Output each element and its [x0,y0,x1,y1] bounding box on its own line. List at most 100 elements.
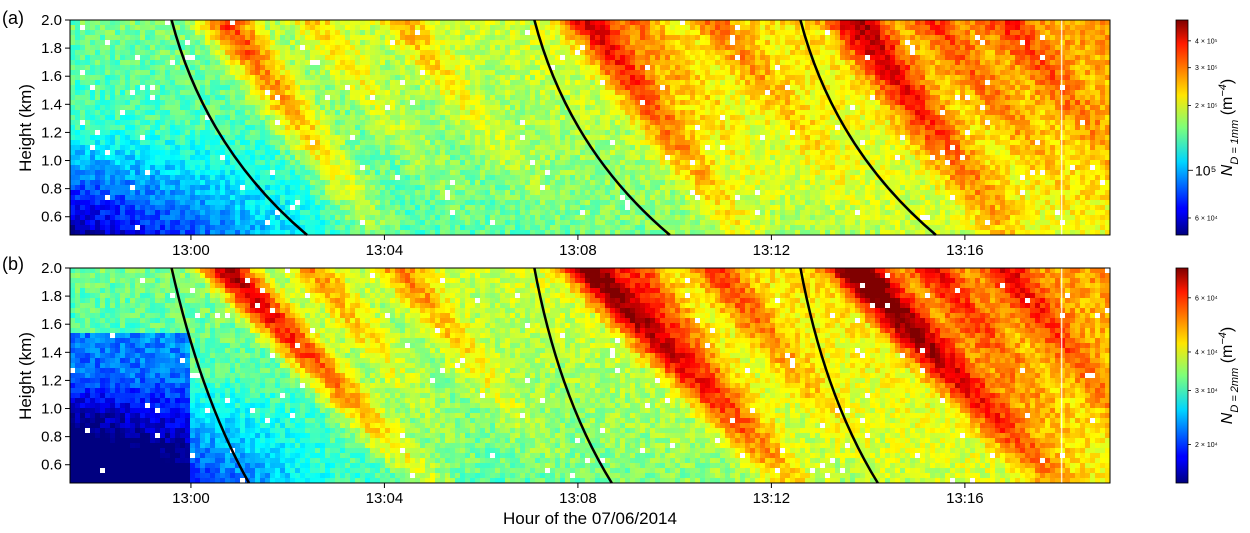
heatmap-cell [175,25,181,31]
heatmap-cell [305,200,311,206]
heatmap-cell [315,185,321,191]
heatmap-cell [555,25,561,31]
heatmap-cell [440,140,446,146]
heatmap-cell [345,185,351,191]
heatmap-cell [215,75,221,81]
heatmap-cell [385,220,391,226]
heatmap-cell [600,30,606,36]
heatmap-cell [195,155,201,161]
heatmap-cell [615,65,621,71]
heatmap-cell [255,170,261,176]
heatmap-cell [485,135,491,141]
heatmap-cell [160,220,166,226]
heatmap-cell [470,55,476,61]
heatmap-cell [70,180,76,186]
heatmap-cell [580,230,586,236]
heatmap-cell [450,40,456,46]
heatmap-cell [205,185,211,191]
heatmap-cell [95,190,101,196]
heatmap-cell [380,215,386,221]
heatmap-cell [570,65,576,71]
heatmap-cell [590,205,596,211]
heatmap-cell [415,160,421,166]
heatmap-cell [230,40,236,46]
heatmap-cell [70,155,76,161]
heatmap-cell [100,220,106,226]
heatmap-cell [170,70,176,76]
heatmap-cell [105,45,111,51]
heatmap-cell [535,170,541,176]
panel-a-label: (a) [2,8,24,28]
heatmap-cell [135,165,141,171]
heatmap-cell [195,75,201,81]
heatmap-cell [375,130,381,136]
heatmap-cell [115,65,121,71]
heatmap-cell [275,200,281,206]
heatmap-cell [500,70,506,76]
heatmap-cell [180,160,186,166]
heatmap-cell [295,70,301,76]
heatmap-cell [635,155,641,161]
heatmap-cell [490,100,496,106]
heatmap-cell [580,185,586,191]
heatmap-cell [405,45,411,51]
heatmap-cell [315,150,321,156]
heatmap-cell [190,195,196,201]
heatmap-cell [440,55,446,61]
heatmap-cell [165,60,171,66]
heatmap-cell [215,45,221,51]
heatmap-cell [265,190,271,196]
heatmap-cell [330,55,336,61]
heatmap-cell [350,25,356,31]
heatmap-cell [455,85,461,91]
heatmap-cell [460,140,466,146]
heatmap-cell [445,165,451,171]
heatmap-cell [290,115,296,121]
heatmap-cell [375,215,381,221]
heatmap-cell [255,20,261,26]
heatmap-cell [165,85,171,91]
heatmap-cell [120,30,126,36]
heatmap-cell [130,165,136,171]
heatmap-cell [210,40,216,46]
heatmap-cell [260,95,266,101]
heatmap-cell [145,90,151,96]
heatmap-cell [480,205,486,211]
heatmap-cell [620,110,626,116]
heatmap-cell [370,90,376,96]
heatmap-cell [295,140,301,146]
heatmap-cell [585,110,591,116]
heatmap-cell [245,190,251,196]
heatmap-cell [165,125,171,131]
heatmap-cell [535,230,541,236]
heatmap-cell [585,215,591,221]
heatmap-cell [440,110,446,116]
heatmap-cell [385,50,391,56]
heatmap-cell [325,125,331,131]
heatmap-cell [465,140,471,146]
heatmap-cell [520,145,526,151]
heatmap-cell [595,140,601,146]
heatmap-cell [360,120,366,126]
heatmap-cell [250,120,256,126]
heatmap-cell [415,125,421,131]
heatmap-cell [590,175,596,181]
heatmap-cell [305,155,311,161]
heatmap-cell [365,175,371,181]
heatmap-cell [120,210,126,216]
heatmap-cell [210,55,216,61]
heatmap-cell [425,55,431,61]
heatmap-cell [95,100,101,106]
heatmap-cell [105,115,111,121]
heatmap-cell [535,85,541,91]
heatmap-cell [580,195,586,201]
heatmap-cell [245,30,251,36]
heatmap-cell [115,145,121,151]
heatmap-cell [90,100,96,106]
heatmap-cell [520,85,526,91]
heatmap-cell [325,55,331,61]
heatmap-cell [605,80,611,86]
heatmap-cell [630,65,636,71]
heatmap-cell [145,70,151,76]
heatmap-cell [600,135,606,141]
